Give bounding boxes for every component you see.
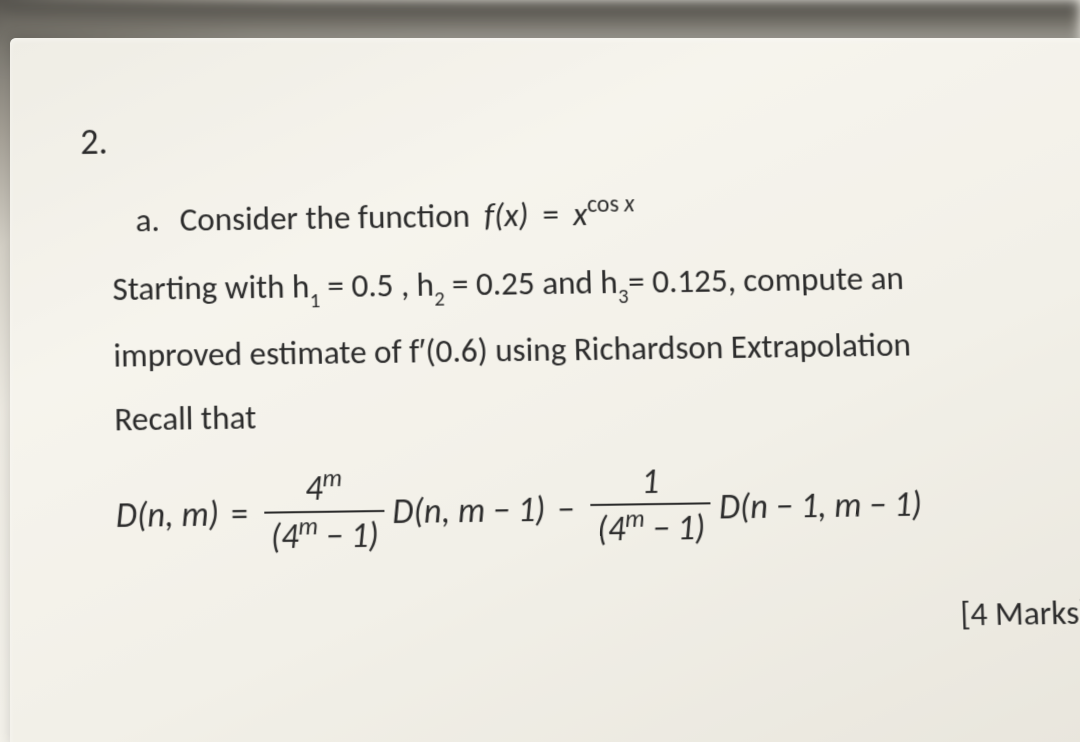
frac-2: 1 (4m − 1)	[590, 462, 712, 552]
frac2-den-exp: m	[625, 504, 645, 535]
part-label: a.	[135, 200, 166, 241]
recall-that: Recall that	[114, 386, 1080, 440]
h2-sub: 2	[434, 287, 445, 311]
fx-exp-cos: cos	[587, 189, 625, 219]
question-content: 2. a. Consider the function f(x) = xcos …	[80, 106, 1080, 647]
formula-eq: =	[231, 494, 249, 536]
line2-a: Starting with h	[112, 266, 310, 309]
fx-exp-var: x	[624, 189, 635, 218]
frac1-den-close: − 1)	[318, 515, 379, 558]
fx-base: x	[572, 194, 587, 234]
frac1-den-open: (4	[270, 516, 299, 558]
part-text-prefix: Consider the function	[179, 196, 470, 240]
h1-sub: 1	[310, 289, 321, 313]
part-a-line: a. Consider the function f(x) = xcos x	[135, 184, 1078, 240]
term-2: D(n − 1, m − 1)	[718, 484, 922, 529]
frac2-den-open: (4	[597, 509, 626, 551]
h1-eq: = 0.5 , h	[320, 264, 435, 306]
frac1-num-base: 4	[305, 469, 323, 511]
frac1-den-exp: m	[298, 510, 318, 541]
fx-equals: =	[542, 194, 560, 234]
frac1-num-exp: m	[322, 463, 342, 494]
term-1: D(n, m − 1)	[392, 489, 546, 533]
h3-sub: 3	[618, 284, 629, 308]
frac-1: 4m (4m − 1)	[263, 464, 385, 558]
minus-op: −	[557, 489, 575, 531]
frac2-den-close: − 1)	[644, 508, 706, 551]
fx-lhs: f(x)	[484, 195, 529, 236]
starting-line-2: improved estimate of f′(0.6) using Richa…	[113, 315, 1080, 383]
starting-line-1: Starting with h1 = 0.5 , h2 = 0.25 and h…	[112, 249, 1080, 319]
frac2-num: 1	[635, 463, 666, 504]
richardson-formula: D(n, m) = 4m (4m − 1) D(n, m − 1) − 1 (4…	[115, 456, 1080, 562]
h2-eq: = 0.25 and h	[444, 262, 618, 305]
h3-eq: = 0.125, compute an	[628, 258, 905, 302]
formula-lhs: D(n, m)	[116, 494, 220, 537]
